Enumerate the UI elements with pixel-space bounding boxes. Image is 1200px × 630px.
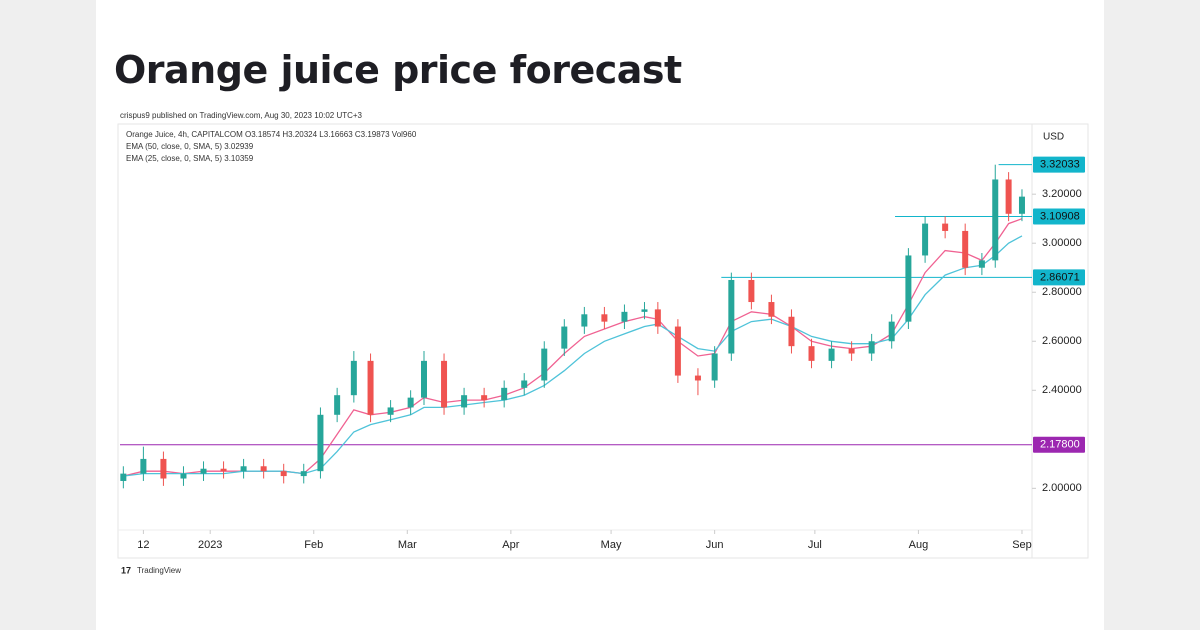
- candle-body: [140, 458, 147, 474]
- price-level-box: [1033, 269, 1085, 286]
- legend-line: EMA (25, close, 0, SMA, 5) 3.10359: [126, 154, 254, 163]
- y-tick-label: 2.40000: [1042, 384, 1082, 396]
- candle-body: [674, 326, 681, 376]
- candle-body: [407, 397, 414, 408]
- candle-body: [962, 230, 969, 268]
- candle-body: [240, 466, 247, 472]
- candle-body: [387, 407, 394, 415]
- price-level-label: 2.17800: [1040, 439, 1080, 451]
- price-level-label: 3.32033: [1040, 159, 1080, 171]
- candle-body: [868, 341, 875, 354]
- candle-body: [300, 471, 307, 477]
- candle-body: [260, 466, 267, 472]
- price-level-box: [1033, 208, 1085, 225]
- candle-body: [160, 458, 167, 479]
- candle-body: [334, 395, 341, 415]
- candle-body: [848, 348, 855, 354]
- x-tick-label: 2023: [198, 539, 222, 551]
- y-tick-label: 2.80000: [1042, 286, 1082, 298]
- candle-body: [942, 223, 949, 231]
- candle-body: [748, 279, 755, 303]
- candle-body: [641, 309, 648, 312]
- y-tick-label: 3.00000: [1042, 237, 1082, 249]
- x-tick-label: Jun: [706, 539, 724, 551]
- candle-body: [728, 279, 735, 354]
- price-level-label: 2.86071: [1040, 271, 1080, 283]
- x-tick-label: Aug: [909, 539, 929, 551]
- price-level-box: [1033, 156, 1085, 173]
- candle-body: [1018, 196, 1025, 214]
- candle-body: [694, 375, 701, 381]
- candle-body: [317, 414, 324, 472]
- candle-body: [461, 395, 468, 408]
- candle-body: [501, 387, 508, 401]
- chart-frame: [117, 123, 1089, 559]
- y-tick-label: 3.20000: [1042, 188, 1082, 200]
- candle-body: [220, 468, 227, 472]
- y-tick-label: 2.00000: [1042, 482, 1082, 494]
- candle-body: [561, 326, 568, 349]
- candle-body: [888, 321, 895, 342]
- candle-body: [768, 302, 775, 317]
- article-title: Orange juice price forecast: [114, 48, 682, 92]
- candle-body: [581, 314, 588, 327]
- x-tick-label: Apr: [502, 539, 519, 551]
- candle-body: [421, 360, 427, 398]
- x-tick-label: May: [601, 539, 622, 551]
- y-tick-label: 2.60000: [1042, 335, 1082, 347]
- x-tick-label: Mar: [398, 539, 417, 551]
- candle-body: [441, 360, 448, 408]
- candle-body: [601, 314, 608, 322]
- candle-body: [481, 395, 488, 401]
- candle-body: [905, 255, 912, 322]
- currency: USD: [1043, 132, 1064, 143]
- footer: TradingView: [137, 566, 181, 575]
- publisher: crispus9 published on TradingView.com, A…: [120, 111, 363, 120]
- candle-body: [788, 316, 795, 347]
- candle-body: [521, 380, 528, 388]
- candle-body: [120, 473, 127, 481]
- candle-body: [654, 309, 661, 327]
- x-tick-label: Jul: [808, 539, 822, 551]
- candle-body: [350, 360, 357, 396]
- candle-body: [621, 311, 628, 322]
- logo-mark: 17: [121, 565, 131, 575]
- candle-body: [541, 348, 548, 381]
- x-tick-label: Sep: [1012, 539, 1032, 551]
- x-tick-label: 12: [137, 539, 149, 551]
- candle-body: [367, 360, 374, 415]
- candle-body: [922, 223, 929, 256]
- candle-body: [280, 471, 287, 477]
- candle-body: [200, 468, 207, 474]
- candle-body: [828, 348, 835, 361]
- candle-body: [978, 260, 985, 268]
- price-level-label: 3.10908: [1040, 210, 1080, 222]
- legend-line: EMA (50, close, 0, SMA, 5) 3.02939: [126, 142, 254, 151]
- candle-body: [992, 179, 999, 261]
- price-level-box: [1033, 436, 1085, 453]
- legend-line: Orange Juice, 4h, CAPITALCOM O3.18574 H3…: [126, 130, 417, 139]
- candle-body: [1005, 179, 1012, 214]
- candle-body: [180, 473, 187, 479]
- x-tick-label: Feb: [304, 539, 323, 551]
- candle-body: [808, 346, 815, 361]
- candle-body: [711, 353, 718, 381]
